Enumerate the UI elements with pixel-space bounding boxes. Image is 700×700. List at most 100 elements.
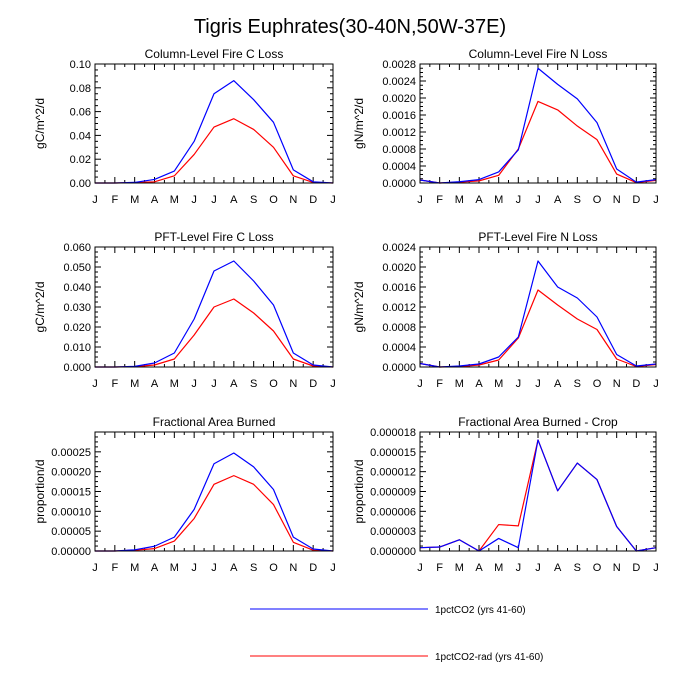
x-tick-label: J: [92, 562, 98, 574]
y-axis-label: gN/m^2/d: [352, 98, 366, 149]
series-line-1pctco2-rad-yrs-41-60: [419, 289, 657, 368]
y-tick-label: 0.0000: [382, 178, 416, 190]
x-tick-label: A: [475, 378, 483, 390]
y-tick-label: 0.00010: [51, 506, 91, 518]
x-tick-label: M: [130, 194, 139, 206]
figure-title: Tigris Euphrates(30-40N,50W-37E): [194, 16, 506, 38]
x-tick-label: A: [554, 378, 562, 390]
y-tick-label: 0.000012: [370, 467, 416, 479]
y-tick-label: 0.060: [63, 242, 91, 254]
plot-frame: [419, 63, 657, 184]
series-line-1pctco2-rad-yrs-41-60: [419, 100, 657, 184]
x-tick-label: J: [417, 378, 423, 390]
x-tick-label: J: [92, 378, 98, 390]
x-tick-label: F: [436, 378, 443, 390]
plot-frame: [94, 246, 334, 368]
x-tick-label: J: [92, 194, 98, 206]
x-tick-label: J: [330, 378, 336, 390]
x-tick-label: O: [593, 378, 602, 390]
x-tick-label: A: [230, 378, 238, 390]
y-tick-label: 0.0024: [382, 76, 416, 88]
x-tick-label: J: [535, 562, 541, 574]
y-tick-label: 0.050: [63, 262, 91, 274]
x-tick-label: O: [269, 562, 278, 574]
x-tick-label: M: [455, 378, 464, 390]
x-tick-label: N: [613, 562, 621, 574]
legend: 1pctCO2 (yrs 41-60) 1pctCO2-rad (yrs 41-…: [250, 605, 543, 663]
y-tick-label: 0.00000: [51, 546, 91, 558]
x-tick-label: J: [516, 562, 522, 574]
y-tick-label: 0.0012: [382, 302, 416, 314]
y-tick-label: 0.0000: [382, 362, 416, 374]
x-tick-label: J: [211, 194, 217, 206]
y-tick-label: 0.0024: [382, 242, 416, 254]
plot-frame: [94, 63, 334, 184]
x-tick-label: M: [170, 194, 179, 206]
x-tick-label: M: [130, 562, 139, 574]
y-tick-label: 0.0012: [382, 127, 416, 139]
x-tick-label: S: [250, 562, 257, 574]
x-tick-label: J: [417, 194, 423, 206]
x-tick-label: D: [309, 562, 317, 574]
x-tick-label: M: [494, 194, 503, 206]
x-tick-label: J: [653, 194, 659, 206]
y-axis-label: proportion/d: [352, 459, 366, 523]
x-tick-label: J: [191, 194, 197, 206]
plot-frame: [94, 431, 334, 552]
x-tick-label: A: [151, 378, 159, 390]
panel-title: Column-Level Fire N Loss: [469, 47, 608, 61]
x-tick-label: J: [330, 562, 336, 574]
x-tick-label: F: [111, 194, 118, 206]
x-tick-label: D: [632, 562, 640, 574]
series-line-1pctco2-yrs-41-60: [419, 439, 657, 552]
x-tick-label: J: [653, 562, 659, 574]
x-tick-label: S: [574, 378, 581, 390]
x-tick-label: S: [574, 194, 581, 206]
y-tick-label: 0.02: [70, 154, 91, 166]
x-tick-label: J: [211, 562, 217, 574]
y-tick-label: 0.0004: [382, 161, 416, 173]
x-tick-label: A: [230, 194, 238, 206]
x-tick-label: A: [230, 562, 238, 574]
y-tick-label: 0.0008: [382, 144, 416, 156]
y-axis-label: gC/m^2/d: [33, 98, 47, 149]
series-line-1pctco2-yrs-41-60: [95, 260, 334, 368]
x-tick-label: N: [289, 378, 297, 390]
y-tick-label: 0.000: [63, 362, 91, 374]
y-tick-label: 0.10: [70, 59, 91, 71]
y-axis-label: proportion/d: [33, 459, 47, 523]
y-tick-label: 0.00: [70, 178, 91, 190]
y-axis-label: gC/m^2/d: [33, 282, 47, 333]
x-tick-label: O: [593, 562, 602, 574]
x-tick-label: N: [289, 562, 297, 574]
y-tick-label: 0.000003: [370, 526, 416, 538]
x-tick-label: J: [535, 378, 541, 390]
x-tick-label: N: [613, 194, 621, 206]
x-tick-label: A: [554, 194, 562, 206]
x-tick-label: N: [613, 378, 621, 390]
x-tick-label: A: [151, 194, 159, 206]
y-tick-label: 0.040: [63, 282, 91, 294]
x-tick-label: S: [250, 378, 257, 390]
y-tick-label: 0.00025: [51, 447, 91, 459]
x-tick-label: M: [130, 378, 139, 390]
x-tick-label: A: [554, 562, 562, 574]
series-line-1pctco2-yrs-41-60: [419, 67, 657, 184]
x-tick-label: O: [269, 194, 278, 206]
x-tick-label: M: [170, 378, 179, 390]
y-tick-label: 0.08: [70, 83, 91, 95]
series-line-1pctco2-rad-yrs-41-60: [95, 298, 334, 368]
x-tick-label: A: [151, 562, 159, 574]
x-tick-label: F: [111, 562, 118, 574]
y-tick-label: 0.0004: [382, 342, 416, 354]
x-tick-label: A: [475, 562, 483, 574]
x-tick-label: J: [516, 194, 522, 206]
x-tick-label: O: [593, 194, 602, 206]
y-axis-label: gN/m^2/d: [352, 282, 366, 333]
x-tick-label: J: [417, 562, 423, 574]
y-tick-label: 0.00015: [51, 487, 91, 499]
y-tick-label: 0.020: [63, 322, 91, 334]
